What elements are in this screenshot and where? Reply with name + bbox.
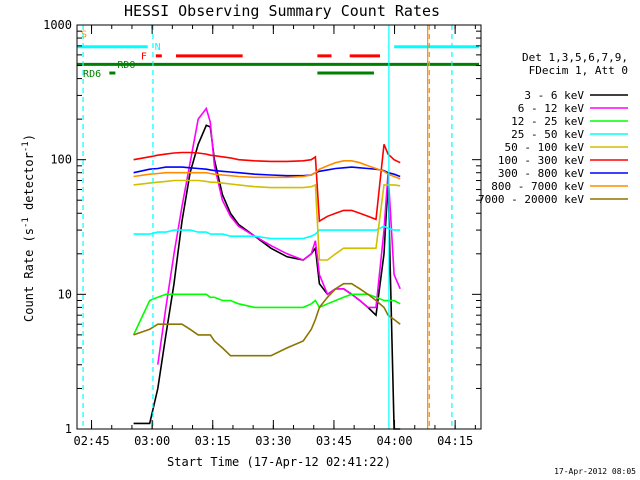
legend-entry-6: 300 - 800 keV	[498, 167, 584, 180]
footer-timestamp: 17-Apr-2012 08:05	[554, 467, 636, 476]
y-label-superscript: -1	[21, 141, 31, 152]
flag-bars-group: S NF RDO RD6	[77, 29, 479, 80]
series-line-0	[133, 124, 401, 430]
series-line-7	[133, 160, 401, 180]
legend-header-1: FDecim 1, Att 0	[529, 64, 628, 77]
y-label-superscript: -1	[21, 217, 31, 228]
y-tick-label-0: 1	[65, 422, 72, 436]
legend-entry-0: 3 - 6 keV	[524, 89, 584, 102]
series-line-4	[133, 179, 401, 261]
flag-annotation-1: N	[155, 42, 161, 53]
y-label-part: detector	[22, 152, 36, 217]
legend-entry-1: 6 - 12 keV	[518, 102, 585, 115]
y-tick-label-3: 1000	[43, 18, 72, 32]
series-line-5	[133, 143, 401, 223]
legend-entry-4: 50 - 100 keV	[505, 141, 585, 154]
flag-annotation-3: RDO	[117, 60, 135, 71]
legend-entry-2: 12 - 25 keV	[511, 115, 584, 128]
plot-frame	[76, 24, 482, 430]
legend-header-0: Det 1,3,5,6,7,9,	[522, 51, 628, 64]
y-label-part: )	[22, 134, 36, 141]
x-tick-label-3: 03:30	[255, 434, 291, 448]
x-tick-label-5: 04:00	[376, 434, 412, 448]
y-label-part: Count Rate (s	[22, 228, 36, 322]
legend: Det 1,3,5,6,7,9,FDecim 1, Att 0 3 - 6 keV…	[478, 51, 628, 206]
y-axis-label: Count Rate (s-1 detector-1)	[21, 134, 36, 322]
x-tick-label-1: 03:00	[134, 434, 170, 448]
x-tick-label-0: 02:45	[73, 434, 109, 448]
flag-annotation-4: RD6	[83, 69, 101, 80]
x-tick-label-2: 03:15	[195, 434, 231, 448]
legend-entry-3: 25 - 50 keV	[511, 128, 584, 141]
legend-entry-5: 100 - 300 keV	[498, 154, 584, 167]
series-line-8	[133, 282, 401, 357]
y-tick-label-1: 10	[58, 287, 72, 301]
legend-entry-7: 800 - 7000 keV	[491, 180, 584, 193]
axis-ticks-group: 02:45 03:00 03:15 03:30 03:45 04:00 04:15 1 10 10…	[43, 18, 481, 448]
vertical-markers-group	[82, 25, 453, 429]
series-line-3	[133, 225, 401, 240]
y-tick-label-2: 100	[50, 153, 72, 167]
plot-series-group	[132, 106, 401, 430]
flag-annotation-0: S	[81, 29, 87, 40]
series-line-6	[133, 166, 401, 178]
flag-annotation-2: F	[141, 51, 147, 62]
series-line-1	[157, 106, 401, 365]
x-tick-label-6: 04:15	[437, 434, 473, 448]
x-tick-label-4: 03:45	[316, 434, 352, 448]
x-axis-label: Start Time (17-Apr-12 02:41:22)	[167, 455, 391, 469]
legend-entry-8: 7000 - 20000 keV	[478, 193, 584, 206]
chart-title: HESSI Observing Summary Count Rates	[124, 2, 440, 20]
